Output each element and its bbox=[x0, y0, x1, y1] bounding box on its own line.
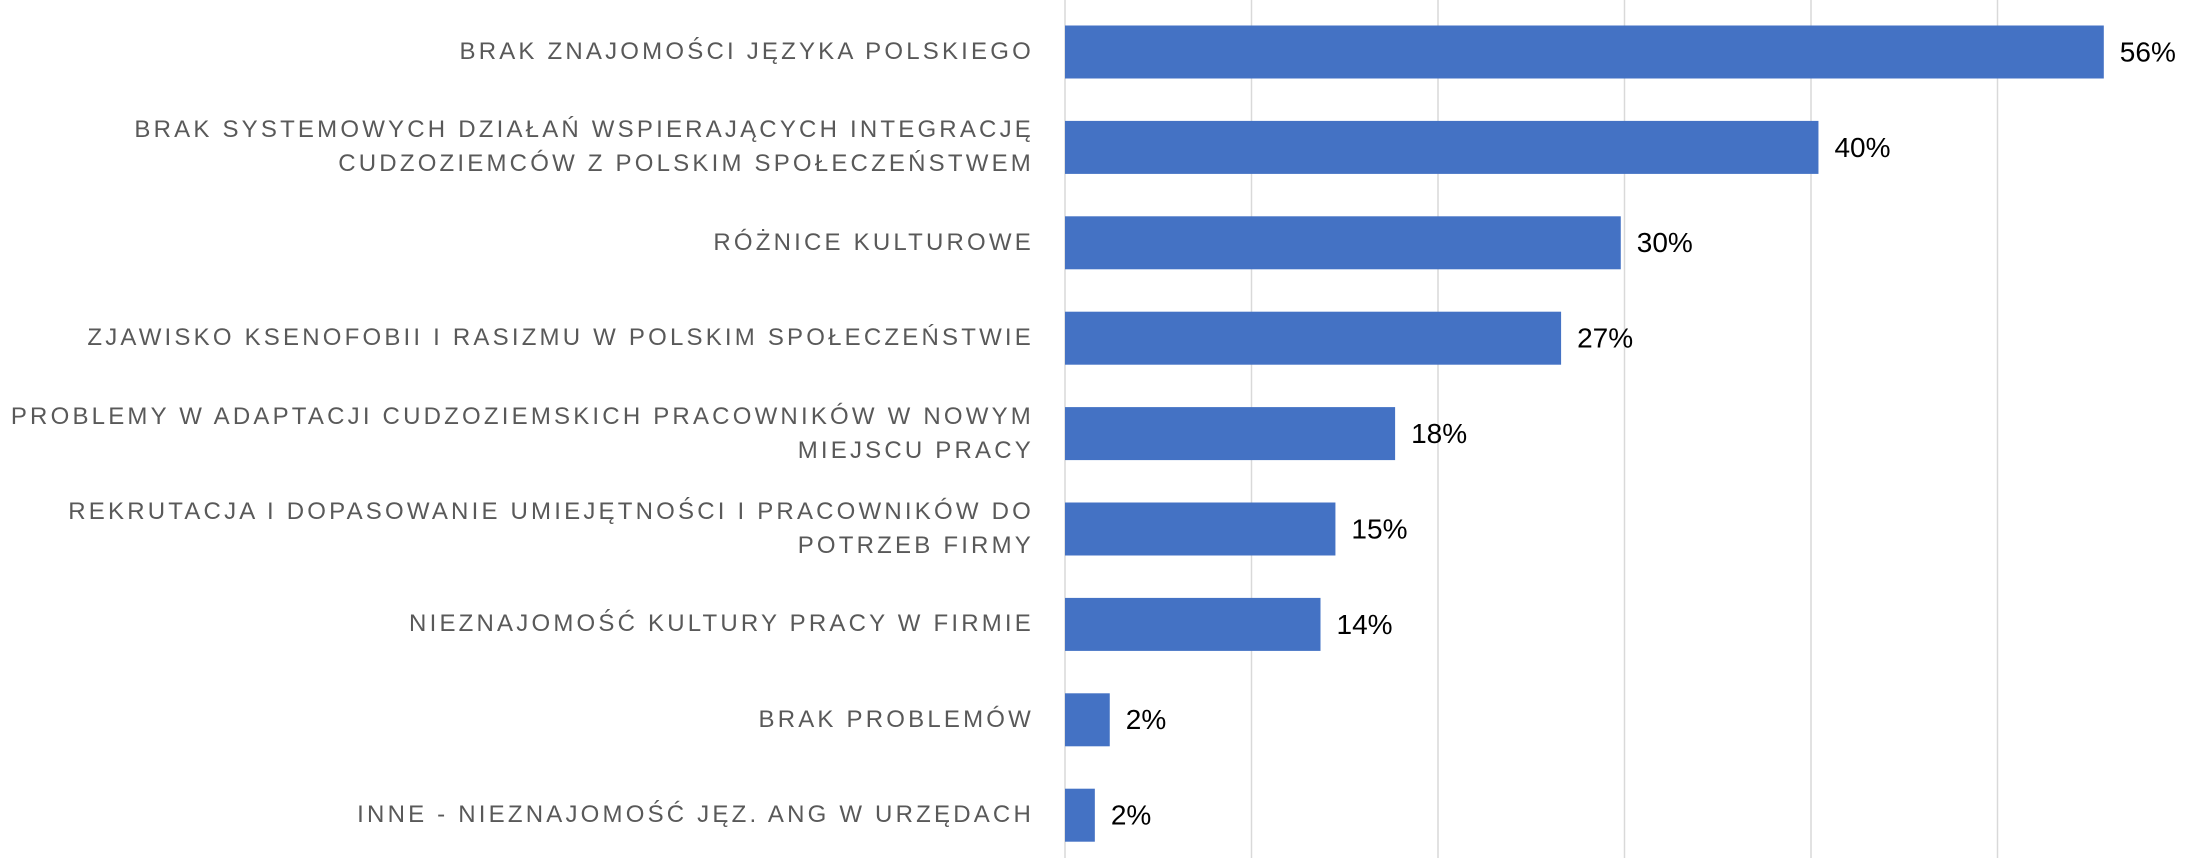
value-label: 27% bbox=[1577, 323, 1633, 354]
bar bbox=[1065, 311, 1562, 365]
category-label: INNE - NIEZNAJOMOŚĆ JĘZ. ANG W URZĘDACH bbox=[357, 801, 1034, 829]
value-label: 30% bbox=[1637, 227, 1693, 258]
bar bbox=[1065, 407, 1396, 461]
bar bbox=[1065, 788, 1095, 842]
category-label: BRAK PROBLEMÓW bbox=[758, 705, 1034, 733]
category-label: BRAK SYSTEMOWYCH DZIAŁAŃ WSPIERAJĄCYCH I… bbox=[134, 116, 1034, 178]
bar bbox=[1065, 25, 2104, 79]
value-label: 40% bbox=[1834, 132, 1890, 163]
value-label: 56% bbox=[2120, 36, 2176, 67]
bar bbox=[1065, 597, 1321, 651]
value-label: 2% bbox=[1126, 704, 1166, 735]
value-label: 14% bbox=[1337, 609, 1393, 640]
bar bbox=[1065, 693, 1110, 747]
value-label: 18% bbox=[1411, 418, 1467, 449]
category-label: NIEZNAJOMOŚĆ KULTURY PRACY W FIRMIE bbox=[409, 610, 1034, 638]
bar bbox=[1065, 120, 1819, 174]
category-label: RÓŻNICE KULTUROWE bbox=[713, 228, 1034, 256]
bar bbox=[1065, 502, 1336, 556]
category-label: REKRUTACJA I DOPASOWANIE UMIEJĘTNOŚCI I … bbox=[68, 498, 1034, 559]
category-label: ZJAWISKO KSENOFOBII I RASIZMU W POLSKIM … bbox=[87, 324, 1034, 352]
category-label: BRAK ZNAJOMOŚCI JĘZYKA POLSKIEGO bbox=[459, 38, 1034, 65]
value-label: 2% bbox=[1111, 800, 1151, 831]
value-label: 15% bbox=[1351, 513, 1407, 544]
category-label: PROBLEMY W ADAPTACJI CUDZOZIEMSKICH PRAC… bbox=[10, 402, 1034, 464]
bar bbox=[1065, 216, 1621, 270]
